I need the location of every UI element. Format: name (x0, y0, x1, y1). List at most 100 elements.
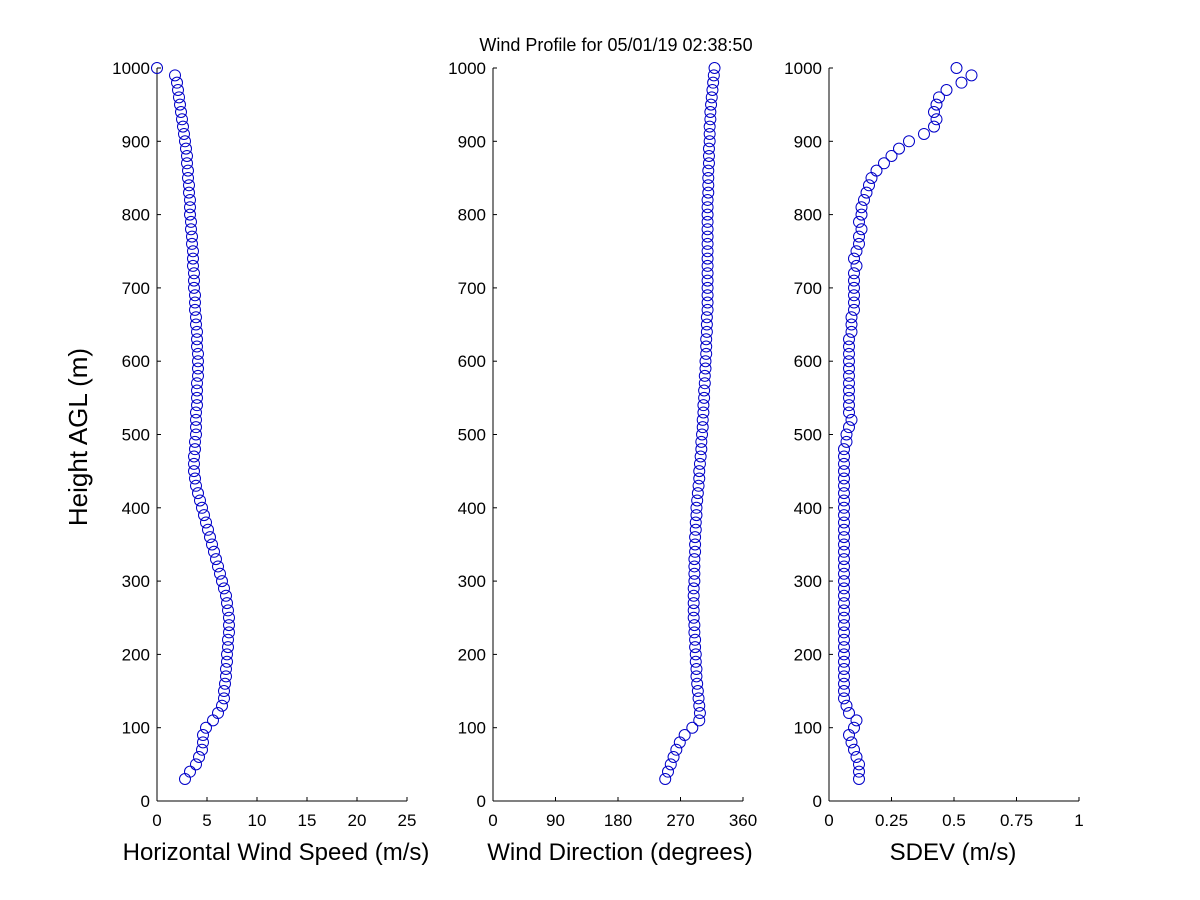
wind-direction-data-point (701, 208, 714, 221)
wind-speed-data-point (186, 230, 198, 243)
sdev-data-point (843, 340, 855, 353)
wind-direction-x-tick-label: 180 (604, 811, 632, 830)
wind-direction-data-point (696, 413, 709, 426)
sdev-data-point (885, 149, 898, 162)
sdev-data-point (848, 721, 860, 734)
wind-speed-data-point (190, 311, 202, 324)
sdev-data-point (855, 201, 868, 214)
sdev-y-tick-label: 600 (794, 352, 822, 371)
wind-speed-data-point (189, 289, 201, 302)
wind-speed-data-point (190, 318, 202, 331)
sdev-data-point (838, 509, 850, 522)
wind-direction-data-point (701, 289, 714, 302)
wind-speed-y-tick-label: 100 (122, 719, 150, 738)
wind-speed-y-tick-label: 500 (122, 426, 150, 445)
wind-direction-data-point (707, 76, 720, 89)
wind-direction-data-point (700, 340, 713, 353)
wind-speed-data-point (223, 611, 235, 624)
wind-direction-data-point (689, 655, 702, 668)
sdev-data-point (838, 575, 850, 588)
wind-speed-data-point (184, 208, 196, 221)
wind-speed-data-point (200, 516, 212, 529)
wind-speed-data-point (186, 237, 198, 250)
sdev-data-point (838, 589, 850, 602)
sdev-data-point (930, 98, 943, 111)
sdev-data-point (950, 62, 963, 74)
sdev-data-point (855, 223, 868, 236)
wind-speed-data-point (190, 413, 202, 426)
wind-speed-y-tick-label: 400 (122, 499, 150, 518)
wind-direction-x-label: Wind Direction (degrees) (487, 839, 752, 866)
sdev-data-point (850, 245, 863, 258)
sdev-data-point (853, 215, 865, 228)
wind-speed-data-point (189, 435, 201, 448)
wind-direction-data-point (701, 215, 714, 228)
sdev-data-point (843, 406, 855, 419)
wind-speed-y-tick-label: 900 (122, 132, 150, 151)
wind-direction-data-point (691, 685, 704, 698)
wind-speed-data-point (191, 399, 203, 412)
wind-speed-data-point (220, 663, 232, 676)
wind-speed-data-point (187, 259, 199, 272)
wind-speed-data-point (184, 201, 196, 214)
wind-speed-data-point (208, 545, 220, 558)
wind-speed-data-point (173, 91, 185, 104)
wind-direction-data-point (697, 399, 710, 412)
wind-direction-data-point (703, 135, 716, 148)
sdev-data-point (853, 230, 865, 243)
wind-direction-data-point (691, 487, 704, 500)
sdev-data-point (928, 105, 940, 118)
sdev-data-point (865, 171, 878, 184)
sdev-data-point (838, 619, 850, 632)
sdev-x-tick-label: 0.75 (1000, 811, 1033, 830)
wind-direction-data-point (701, 201, 714, 214)
wind-direction-data-point (701, 274, 714, 287)
sdev-data-point (853, 758, 865, 771)
wind-speed-data-point (221, 648, 233, 661)
wind-speed-data-point (189, 303, 201, 316)
wind-direction-data-point (707, 69, 720, 82)
sdev-y-tick-label: 100 (794, 719, 822, 738)
wind-speed-data-point (188, 274, 200, 287)
wind-direction-data-point (691, 494, 704, 507)
wind-speed-data-point (183, 179, 195, 192)
sdev-data-point (838, 626, 850, 639)
wind-direction-y-tick-label: 700 (458, 279, 486, 298)
wind-direction-data-point (689, 523, 702, 536)
wind-direction-data-point (702, 164, 715, 177)
wind-speed-data-point (197, 729, 209, 742)
sdev-data-point (853, 773, 865, 786)
wind-direction-data-point (695, 443, 708, 456)
wind-speed-data-point (196, 501, 208, 514)
wind-direction-data-point (705, 91, 718, 104)
wind-direction-data-point (698, 391, 711, 404)
wind-direction-data-point (702, 179, 715, 192)
wind-speed-data-point (171, 76, 183, 89)
sdev-data-point (838, 641, 850, 654)
sdev-data-point (838, 494, 850, 507)
wind-speed-data-point (216, 699, 228, 712)
sdev-data-point (840, 435, 853, 448)
wind-speed-data-point (174, 98, 186, 111)
wind-speed-points (151, 62, 235, 786)
wind-direction-panel: 0 100 200 300 400 500 600 700 800 900 1000 0 90 180 2… (448, 59, 757, 866)
wind-direction-data-point (693, 465, 706, 478)
wind-speed-data-point (190, 428, 202, 441)
wind-speed-data-point (188, 465, 200, 478)
wind-direction-data-point (700, 325, 713, 338)
wind-direction-data-point (678, 729, 691, 742)
sdev-data-point (838, 457, 850, 470)
sdev-data-point (838, 677, 850, 690)
sdev-panel: 0 100 200 300 400 500 600 700 800 900 1000 0 0.25 0.… (784, 59, 1084, 866)
wind-speed-data-point (221, 597, 233, 610)
sdev-y-ticks: 0 100 200 300 400 500 600 700 800 900 1000 (784, 59, 833, 811)
wind-direction-data-point (708, 62, 721, 74)
wind-direction-data-point (701, 267, 714, 280)
wind-speed-data-point (210, 553, 222, 566)
wind-speed-y-tick-label: 800 (122, 206, 150, 225)
wind-speed-data-point (189, 472, 201, 485)
sdev-data-point (838, 670, 850, 683)
wind-speed-data-point (204, 531, 216, 544)
wind-direction-data-point (688, 575, 701, 588)
wind-direction-y-tick-label: 500 (458, 426, 486, 445)
